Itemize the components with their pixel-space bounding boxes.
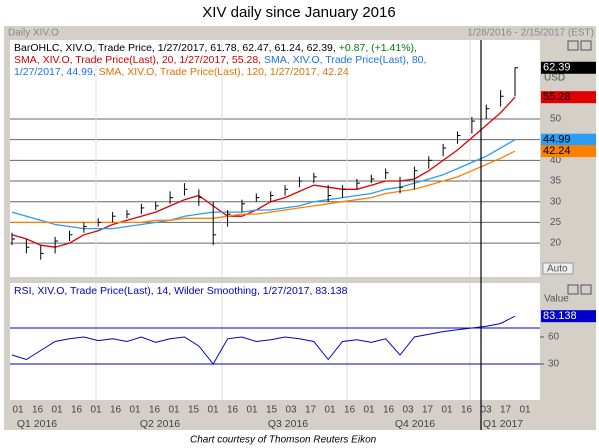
x-tick-label: 15 — [266, 405, 278, 416]
x-tick-label: 01 — [324, 405, 336, 416]
date-range: 1/28/2016 - 2/15/2017 (EST) — [467, 28, 594, 39]
legend-text: 1/27/2017, 44.99, — [14, 66, 99, 78]
sma-value-box — [541, 145, 596, 158]
legend-line: SMA, XIV.O, Trade Price(Last), 20, 1/27/… — [14, 54, 426, 66]
x-tick-label: 16 — [383, 405, 395, 416]
x-tick-label: 16 — [461, 405, 473, 416]
y-tick-label: 30 — [550, 196, 562, 207]
x-tick-label: 01 — [441, 405, 453, 416]
x-tick-label: 16 — [71, 405, 83, 416]
panel-label: Daily XIV.O — [8, 28, 59, 39]
x-tick-label: 16 — [32, 405, 44, 416]
y-tick-label: 25 — [550, 217, 562, 228]
chart-title: XIV daily since January 2016 — [202, 4, 395, 21]
legend-text: SMA, XIV.O, Trade Price(Last), 20, 1/27/… — [14, 54, 264, 66]
legend-text: BarOHLC, XIV.O, Trade Price, 1/27/2017, … — [14, 42, 339, 54]
panel-buttons — [567, 40, 592, 295]
rsi-legend: RSI, XIV.O, Trade Price(Last), 14, Wilde… — [14, 285, 348, 297]
x-tick-label: 16 — [227, 405, 239, 416]
rsi-value-header: Value — [544, 294, 569, 305]
last-price: 62.39 — [543, 62, 571, 74]
x-tick-label: 01 — [51, 405, 63, 416]
y-tick-label: 50 — [550, 114, 562, 125]
sma-value-box — [541, 91, 596, 104]
rsi-value: 83.138 — [543, 310, 577, 322]
y-tick-label: 35 — [550, 176, 562, 187]
x-tick-label: 01 — [90, 405, 102, 416]
quarter-label: Q1 2017 — [483, 418, 523, 430]
last-price-box — [541, 61, 596, 74]
legend-text: SMA, XIV.O, Trade Price(Last), 120, 1/27… — [99, 66, 349, 78]
x-tick-label: 15 — [188, 405, 200, 416]
legend-line: BarOHLC, XIV.O, Trade Price, 1/27/2017, … — [14, 42, 417, 54]
x-tick-label: 17 — [305, 405, 317, 416]
caption: Chart courtesy of Thomson Reuters Eikon — [190, 435, 377, 446]
x-tick-label: 03 — [402, 405, 414, 416]
x-tick-label: 01 — [168, 405, 180, 416]
x-tick-label: 03 — [285, 405, 297, 416]
x-tick-label: 01 — [363, 405, 375, 416]
rsi-plot — [10, 283, 540, 400]
legend-text: SMA, XIV.O, Trade Price(Last), 80, — [264, 54, 426, 66]
sma-line — [12, 150, 516, 224]
button[interactable] — [567, 40, 579, 51]
button[interactable] — [580, 284, 592, 295]
x-tick-label: 17 — [422, 405, 434, 416]
x-tick-label: 16 — [344, 405, 356, 416]
price-plot — [10, 40, 540, 277]
sma-value-box — [541, 133, 596, 146]
legend-line: 1/27/2017, 44.99, SMA, XIV.O, Trade Pric… — [14, 66, 349, 78]
x-tick-label: 16 — [110, 405, 122, 416]
button[interactable] — [580, 40, 592, 51]
x-tick-label: 01 — [207, 405, 219, 416]
x-tick-label: 03 — [480, 405, 492, 416]
rsi-line — [11, 315, 516, 365]
quarter-label: Q3 2016 — [268, 418, 308, 430]
rsi-value-box — [541, 310, 596, 323]
sma-value: 44.99 — [543, 134, 571, 146]
sma-value: 42.24 — [543, 145, 571, 157]
sma-line — [11, 139, 516, 230]
rsi-tick-label: 30 — [548, 359, 560, 370]
scale-button[interactable] — [542, 262, 574, 275]
x-tick-label: 01 — [12, 405, 24, 416]
rsi-tick-label: 60 — [548, 332, 560, 343]
y-tick-label: 20 — [550, 238, 562, 249]
unit-label: USD — [544, 73, 565, 84]
x-tick-label: 17 — [500, 405, 512, 416]
y-tick-label: 40 — [550, 155, 562, 166]
button[interactable] — [567, 284, 579, 295]
scale-mode: Auto — [547, 264, 568, 275]
quarter-label: Q2 2016 — [140, 418, 180, 430]
legend-text: +0.87, (+1.41%), — [339, 42, 417, 54]
quarter-label: Q4 2016 — [395, 418, 435, 430]
x-tick-label: 01 — [246, 405, 258, 416]
quarter-label: Q1 2016 — [17, 418, 57, 430]
x-tick-label: 01 — [129, 405, 141, 416]
x-tick-label: 01 — [519, 405, 531, 416]
x-tick-label: 16 — [149, 405, 161, 416]
sma-value: 55.28 — [543, 91, 571, 103]
sma-line — [11, 96, 516, 248]
